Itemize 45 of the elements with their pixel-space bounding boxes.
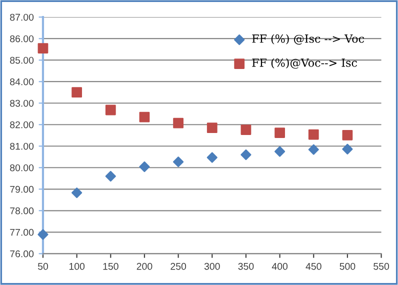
- point: [206, 152, 218, 163]
- x-tick-label: 100: [69, 262, 85, 270]
- point: [72, 87, 82, 98]
- point: [105, 104, 116, 116]
- point: [240, 124, 252, 135]
- y-tick-label: 78.00: [10, 207, 34, 214]
- x-tick-label: 350: [238, 262, 254, 270]
- y-tick-label: 82.00: [10, 121, 34, 128]
- x-tick-label: 400: [272, 262, 288, 270]
- point: [206, 122, 218, 134]
- point: [139, 112, 150, 122]
- y-tick-label: 85.00: [10, 56, 34, 64]
- y-tick-label: 81.00: [10, 142, 34, 150]
- point: [308, 129, 319, 140]
- point: [308, 144, 319, 155]
- y-tick-label: 79.00: [10, 186, 34, 193]
- point: [139, 161, 150, 172]
- point: [173, 156, 184, 168]
- point: [274, 146, 286, 157]
- y-tick-label: 80.00: [10, 164, 34, 172]
- y-tick-label: 87.00: [10, 14, 34, 21]
- point: [173, 118, 184, 128]
- point: [342, 130, 353, 140]
- x-tick-label: 450: [306, 262, 322, 270]
- x-tick-label: 550: [374, 262, 390, 270]
- legend-label: FF (%)@Voc--> Isc: [252, 58, 357, 69]
- x-tick-label: 500: [340, 262, 356, 270]
- x-tick-label: 250: [170, 262, 186, 270]
- point: [38, 43, 48, 54]
- x-tick-label: 50: [38, 262, 48, 270]
- x-tick-label: 150: [103, 262, 118, 270]
- point: [342, 144, 353, 154]
- x-tick-label: 300: [204, 262, 220, 270]
- y-tick-label: 83.00: [10, 100, 34, 107]
- y-tick-label: 84.00: [10, 78, 34, 86]
- y-tick-label: 76.00: [10, 250, 34, 258]
- point: [105, 170, 116, 182]
- point: [38, 229, 48, 240]
- x-tick-label: 200: [136, 262, 152, 270]
- y-tick-label: 77.00: [10, 228, 34, 236]
- point: [274, 128, 285, 138]
- y-tick-label: 86.00: [10, 35, 34, 42]
- point: [240, 149, 252, 160]
- point: [72, 187, 82, 198]
- legend-label: FF (%) @Isc --> Voc: [252, 34, 364, 45]
